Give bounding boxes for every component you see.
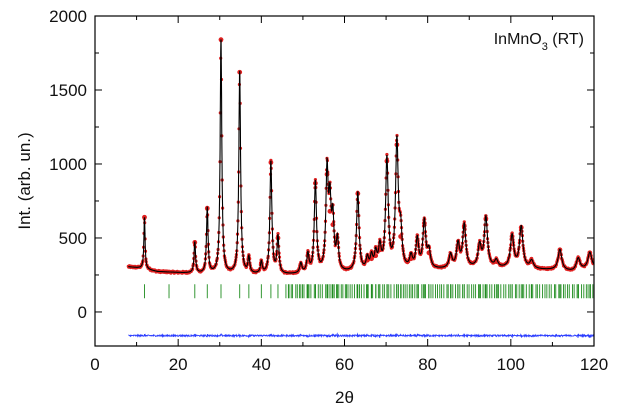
x-tick-label: 40 [252, 355, 271, 374]
y-tick-label: 1000 [49, 155, 87, 174]
annotation-subscript: 3 [542, 41, 548, 53]
y-tick-label: 500 [59, 229, 87, 248]
x-tick-label: 20 [169, 355, 188, 374]
observed-peak-point [414, 238, 420, 244]
x-tick-label: 80 [418, 355, 437, 374]
y-tick-label: 0 [78, 303, 87, 322]
x-tick-label: 100 [497, 355, 525, 374]
calculated-line [128, 39, 594, 274]
annotation-suffix: (RT) [548, 31, 584, 48]
annotation-main: InMnO [494, 31, 542, 48]
y-axis-title: Int. (arb. un.) [15, 132, 34, 229]
observed-peak-point [330, 222, 336, 228]
sample-annotation: InMnO3 (RT) [494, 31, 584, 53]
x-tick-label: 60 [335, 355, 354, 374]
ticks-layer: 0 20 40 60 80 100 120 0 500 1000 1500 2000 [49, 7, 608, 374]
x-axis-title: 2θ [335, 388, 354, 407]
y-tick-label: 1500 [49, 81, 87, 100]
observed-points [126, 39, 594, 276]
bragg-markers [144, 284, 594, 299]
y-tick-label: 2000 [49, 7, 87, 26]
x-tick-label: 0 [90, 355, 99, 374]
difference-line [128, 332, 594, 339]
x-tick-label: 120 [580, 355, 608, 374]
data-layer [126, 37, 594, 339]
observed-series [126, 37, 594, 276]
